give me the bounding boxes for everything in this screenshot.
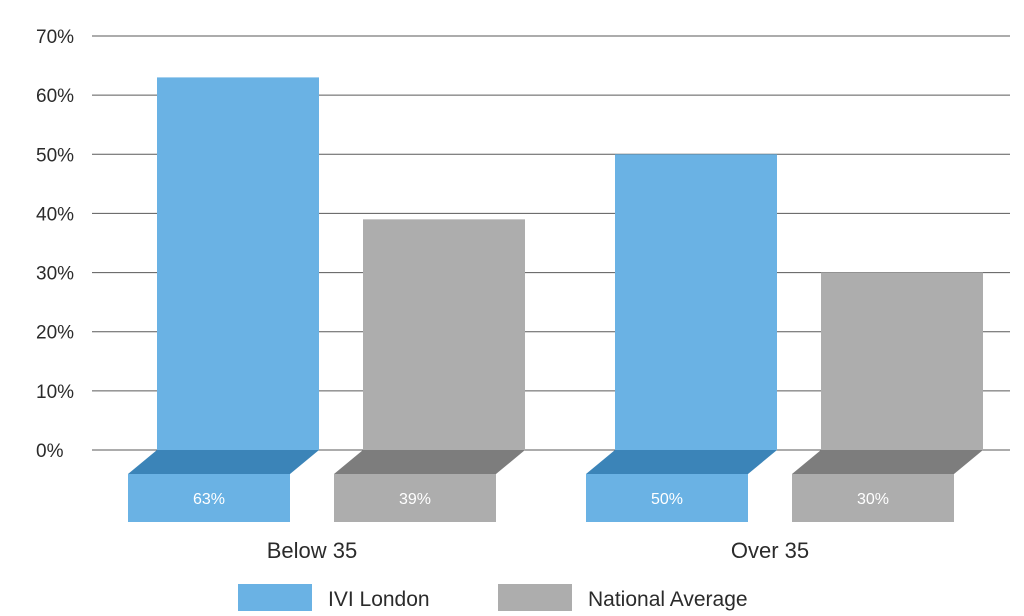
bar (363, 219, 525, 450)
legend: IVI London National Average (238, 584, 748, 611)
category-label: Over 35 (731, 538, 809, 563)
y-tick-label: 10% (36, 382, 74, 403)
category-label: Below 35 (267, 538, 358, 563)
bar-base-top (792, 450, 983, 474)
bar-base-front (334, 474, 496, 522)
legend-swatch (498, 584, 572, 611)
legend-label: National Average (588, 588, 748, 611)
bar-base-front (792, 474, 954, 522)
data-label: 50% (651, 491, 683, 508)
y-tick-label: 60% (36, 86, 74, 107)
bar-base-front (586, 474, 748, 522)
y-tick-label: 0% (36, 441, 64, 462)
legend-item: National Average (498, 584, 748, 611)
y-tick-label: 20% (36, 323, 74, 344)
bar (157, 77, 319, 451)
y-tick-label: 50% (36, 145, 74, 166)
bar-base-top (586, 450, 777, 474)
legend-swatch (238, 584, 312, 611)
bar-base-front (128, 474, 290, 522)
y-axis: 0% 10% 20% 30% 40% 50% 60% 70% (36, 27, 74, 462)
bars: 63% 39% 50% 30% (128, 77, 983, 522)
legend-item: IVI London (238, 584, 430, 611)
y-tick-label: 30% (36, 264, 74, 285)
bar-base-top (128, 450, 319, 474)
category-labels: Below 35 Over 35 (267, 538, 809, 563)
bar (821, 272, 983, 450)
data-label: 39% (399, 491, 431, 508)
bar (615, 154, 777, 451)
data-label: 30% (857, 491, 889, 508)
data-label: 63% (193, 491, 225, 508)
legend-label: IVI London (328, 588, 430, 611)
bar-base-top (334, 450, 525, 474)
y-tick-label: 40% (36, 204, 74, 225)
y-tick-label: 70% (36, 27, 74, 48)
